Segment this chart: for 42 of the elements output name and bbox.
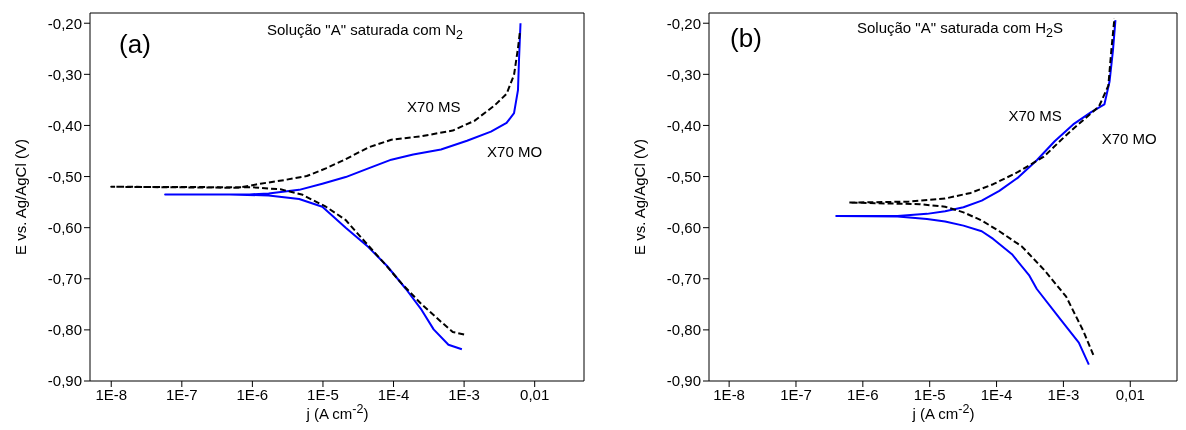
y-axis-title: E vs. Ag/AgCl (V) [630, 138, 648, 255]
y-tick-label: -0,60 [47, 218, 82, 236]
y-tick-label: -0,20 [47, 14, 82, 32]
x-tick-label: 1E-6 [847, 385, 879, 403]
y-tick-label: -0,90 [666, 372, 701, 390]
y-tick-label: -0,50 [666, 167, 701, 185]
x-tick-label: 0,01 [520, 385, 550, 403]
series-label: X70 MS [1008, 107, 1062, 125]
y-tick-label: -0,60 [666, 218, 701, 236]
x-tick-label: 1E-5 [307, 385, 339, 403]
x-axis-title: j (A cm$^{-2}$) [912, 402, 975, 422]
y-tick-label: -0,80 [47, 321, 82, 339]
series-label: X70 MO [1101, 130, 1157, 148]
y-tick-label: -0,70 [47, 270, 82, 288]
x-tick-label: 1E-7 [165, 385, 198, 403]
x-tick-label: 1E-8 [95, 385, 128, 403]
y-tick-label: -0,30 [47, 65, 82, 83]
y-tick-label: -0,80 [666, 321, 701, 339]
x-tick-label: 0,01 [1115, 385, 1145, 403]
y-tick-label: -0,20 [666, 14, 701, 32]
x-tick-label: 1E-7 [780, 385, 812, 403]
x-tick-label: 1E-3 [1047, 385, 1080, 403]
x-tick-label: 1E-3 [448, 385, 480, 403]
x-tick-label: 1E-4 [377, 385, 410, 403]
y-tick-label: -0,50 [47, 167, 82, 185]
x-axis-title: j (A cm$^{-2}$) [306, 402, 369, 422]
y-tick-label: -0,40 [47, 116, 82, 134]
y-tick-label: -0,40 [666, 116, 701, 134]
y-tick-label: -0,70 [666, 270, 701, 288]
x-tick-label: 1E-8 [713, 385, 745, 403]
annotation: (b) [730, 22, 762, 54]
series-label: X70 MO [487, 142, 543, 160]
x-tick-label: 1E-6 [236, 385, 269, 403]
series-label: X70 MS [407, 97, 461, 115]
x-tick-label: 1E-4 [980, 385, 1013, 403]
y-tick-label: -0,90 [47, 372, 82, 390]
annotation: Solução "A" saturada com H$_{2}$S [856, 18, 1064, 40]
y-tick-label: -0,30 [666, 65, 701, 83]
annotation: Solução "A" saturada com N$_{2}$ [266, 20, 464, 42]
x-tick-label: 1E-5 [913, 385, 946, 403]
annotation: (a) [119, 28, 151, 60]
y-axis-title: E vs. Ag/AgCl (V) [11, 138, 29, 255]
